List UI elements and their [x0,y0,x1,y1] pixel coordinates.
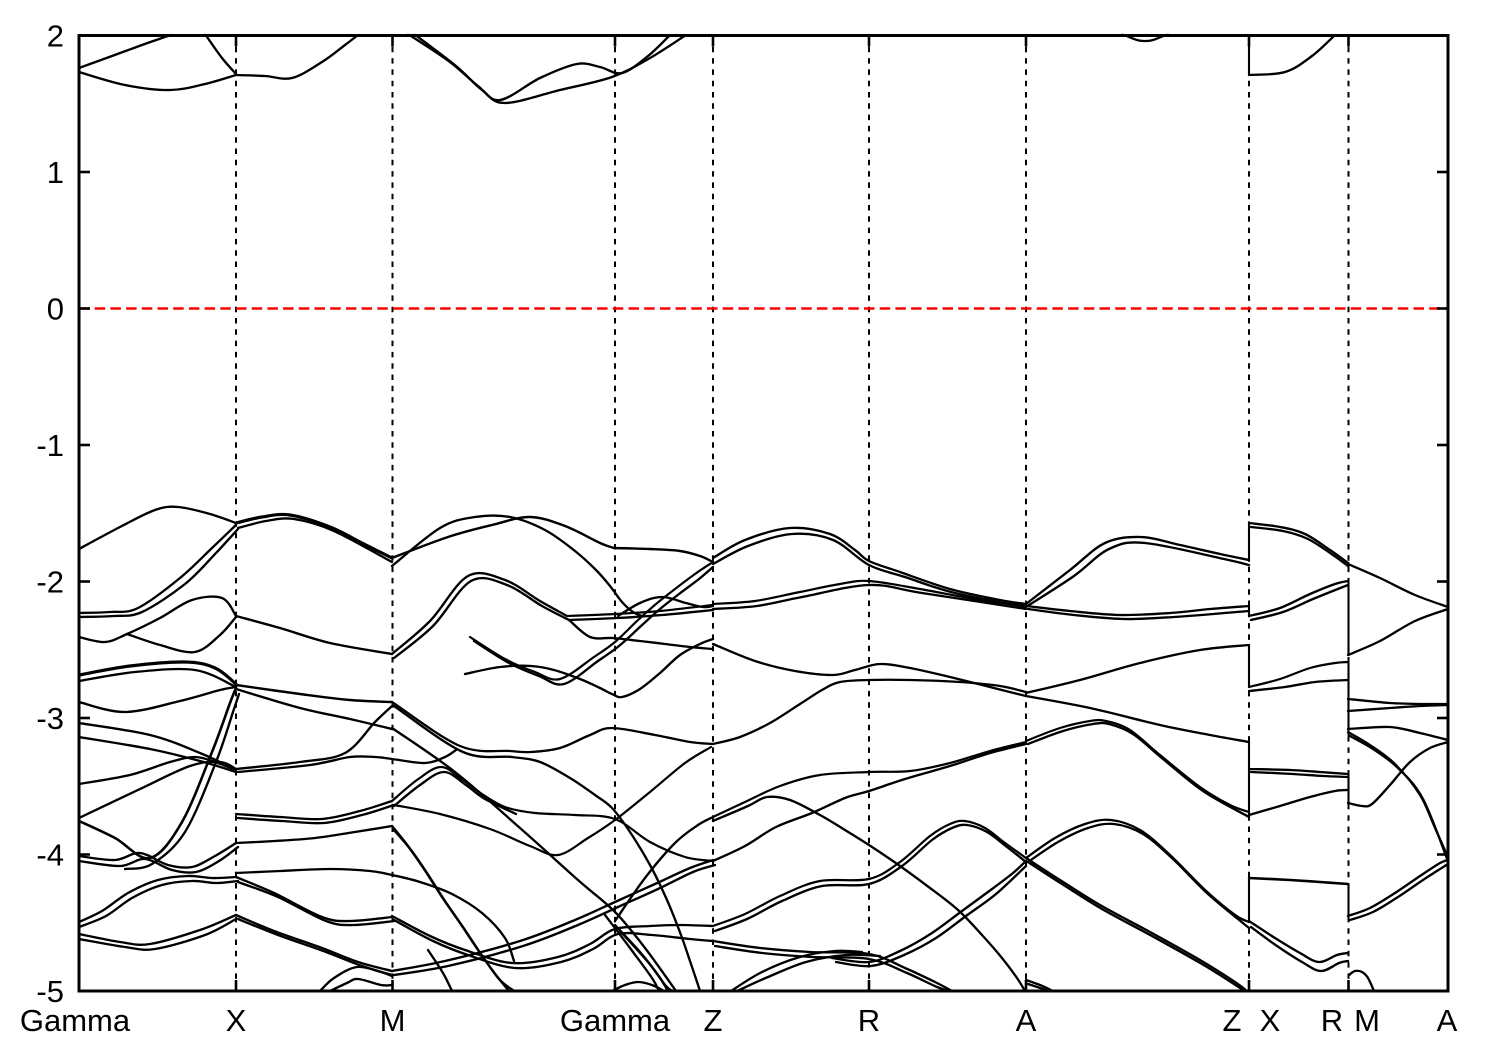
svg-text:X: X [226,1003,247,1038]
svg-text:M: M [1354,1003,1380,1038]
svg-text:R: R [1321,1003,1343,1038]
svg-text:A: A [1437,1003,1458,1038]
svg-text:1: 1 [47,155,64,190]
svg-text:A: A [1016,1003,1037,1038]
svg-text:Gamma: Gamma [560,1003,671,1038]
svg-text:X: X [1260,1003,1281,1038]
svg-text:-4: -4 [36,838,64,873]
svg-text:Z: Z [704,1003,723,1038]
svg-text:M: M [380,1003,406,1038]
svg-text:-2: -2 [36,565,64,600]
svg-text:Z: Z [1223,1003,1242,1038]
svg-text:-1: -1 [36,428,64,463]
svg-text:-5: -5 [36,974,64,1009]
svg-text:0: 0 [47,292,64,327]
svg-text:R: R [858,1003,880,1038]
svg-text:Gamma: Gamma [20,1003,131,1038]
svg-text:2: 2 [47,19,64,54]
svg-text:-3: -3 [36,701,64,736]
